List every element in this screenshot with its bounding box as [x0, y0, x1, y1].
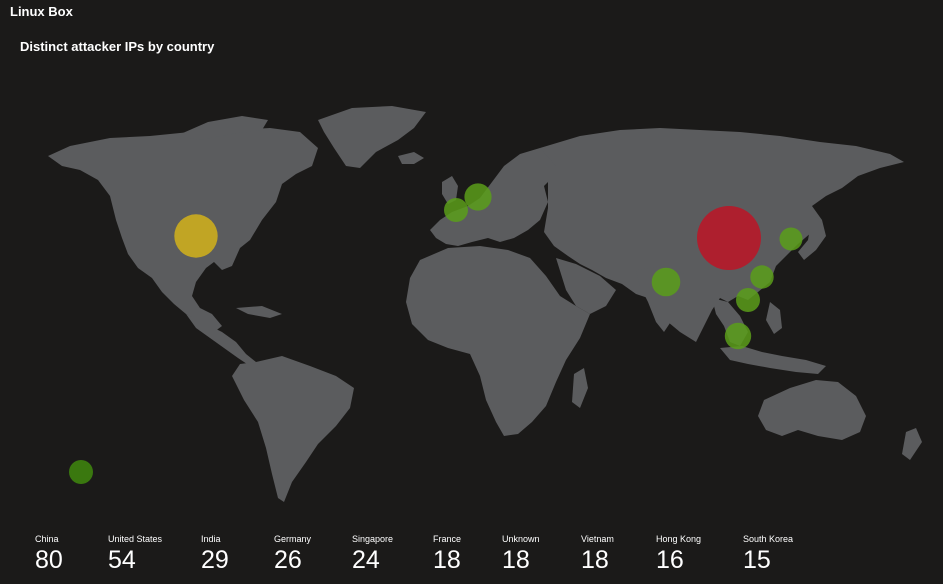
africa-shape [406, 246, 590, 436]
tile-value: 18 [502, 546, 530, 574]
tile-china[interactable]: China 80 [35, 532, 63, 574]
tile-india[interactable]: India 29 [201, 532, 229, 574]
country-tiles: China 80 United States 54 India 29 Germa… [0, 532, 943, 584]
australia-shape [758, 380, 866, 440]
bubble-vietnam[interactable] [736, 288, 760, 312]
tile-label: China [35, 534, 59, 544]
bubble-singapore[interactable] [724, 322, 752, 350]
tile-vietnam[interactable]: Vietnam 18 [581, 532, 614, 574]
bubble-south-korea[interactable] [779, 227, 803, 251]
tile-value: 80 [35, 546, 63, 574]
philippines-shape [766, 302, 782, 334]
tile-south-korea[interactable]: South Korea 15 [743, 532, 793, 574]
arabia-shape [556, 258, 616, 314]
tile-label: United States [108, 534, 163, 544]
arctic-islands-shape [176, 116, 268, 140]
bubble-india[interactable] [651, 267, 681, 297]
tile-singapore[interactable]: Singapore 24 [352, 532, 393, 574]
tile-value: 54 [108, 546, 136, 574]
tile-value: 18 [581, 546, 609, 574]
tile-label: France [433, 534, 462, 544]
tile-label: Singapore [352, 534, 394, 544]
world-map-svg[interactable] [0, 70, 943, 530]
bubble-hong-kong[interactable] [750, 265, 774, 289]
tile-france[interactable]: France 18 [433, 532, 461, 574]
tile-hong-kong[interactable]: Hong Kong 16 [656, 532, 701, 574]
continents [48, 106, 922, 502]
tile-label: Germany [274, 534, 312, 544]
tile-value: 15 [743, 546, 771, 574]
south-america-shape [232, 356, 354, 502]
caribbean-shape [236, 306, 282, 318]
bubble-germany[interactable] [464, 183, 492, 211]
tile-label: South Korea [743, 534, 794, 544]
tile-value: 16 [656, 546, 684, 574]
bubble-united-states[interactable] [174, 214, 218, 258]
tile-germany[interactable]: Germany 26 [274, 532, 311, 574]
bubble-unknown[interactable] [69, 460, 93, 484]
tile-value: 24 [352, 546, 380, 574]
iceland-shape [398, 152, 424, 164]
tile-label: India [201, 534, 221, 544]
tile-value: 18 [433, 546, 461, 574]
central-america-shape [186, 314, 256, 366]
bubble-layer[interactable] [69, 183, 803, 484]
app-title: Linux Box [10, 4, 73, 19]
europe-shape [430, 148, 560, 246]
new-zealand-shape [902, 428, 922, 460]
japan-shape [798, 216, 826, 260]
world-map[interactable] [0, 70, 943, 530]
tile-label: Hong Kong [656, 534, 702, 544]
tile-value: 29 [201, 546, 229, 574]
tile-label: Vietnam [581, 534, 614, 544]
bubble-france[interactable] [444, 198, 468, 222]
indonesia-shape [720, 346, 826, 374]
tile-unknown[interactable]: Unknown 18 [502, 532, 540, 574]
tile-value: 26 [274, 546, 302, 574]
tile-united-states[interactable]: United States 54 [108, 532, 162, 574]
madagascar-shape [572, 368, 588, 408]
bubble-china[interactable] [697, 206, 761, 270]
panel-title: Distinct attacker IPs by country [20, 39, 215, 54]
greenland-shape [318, 106, 426, 168]
tile-label: Unknown [502, 534, 540, 544]
uk-shape [442, 176, 458, 204]
